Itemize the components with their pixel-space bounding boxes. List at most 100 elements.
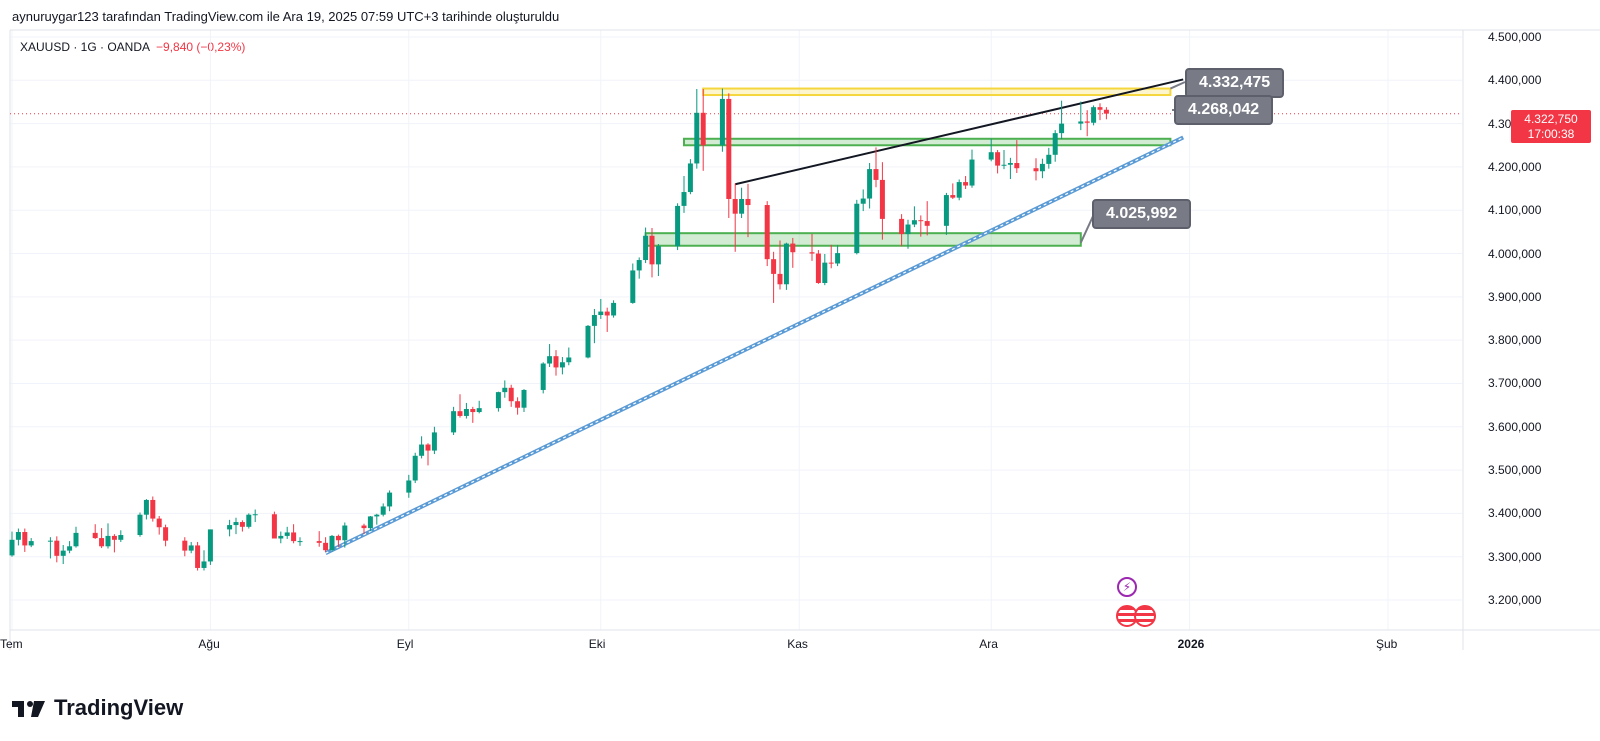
callout-pointer: [1169, 81, 1186, 90]
candle-body: [911, 220, 917, 225]
callout-top-price[interactable]: 4.332,475: [1185, 68, 1285, 98]
time-tick-label: Ara: [979, 637, 998, 651]
candle-body: [828, 262, 834, 264]
candle-body: [585, 325, 591, 358]
candle-body: [1039, 163, 1045, 172]
candle-body: [854, 203, 860, 254]
candle-body: [1052, 133, 1058, 155]
candle-body: [540, 363, 546, 390]
candle-body: [1033, 168, 1039, 172]
price-change: −9,840 (−0,23%): [156, 40, 246, 54]
candle-body: [367, 516, 373, 529]
price-tick-label: 3.400,000: [1488, 506, 1542, 521]
candle-body: [783, 243, 789, 285]
candle-body: [591, 315, 597, 326]
current-price-value: 4.322,750: [1524, 112, 1578, 126]
candle-body: [918, 220, 924, 222]
candle-body: [643, 235, 649, 261]
candle-body: [54, 540, 60, 556]
price-tick-label: 3.800,000: [1488, 333, 1542, 348]
candle-body: [502, 387, 508, 393]
candle-body: [559, 362, 565, 368]
tradingview-logo-icon: [12, 701, 45, 717]
candle-body: [988, 152, 994, 160]
candle-body: [719, 98, 725, 146]
candle-body: [899, 218, 905, 235]
price-tick-label: 3.300,000: [1488, 549, 1542, 564]
candle-body: [924, 221, 930, 226]
candle-body: [271, 514, 277, 539]
candle-body: [873, 169, 879, 180]
chart-credit: aynuruygar123 tarafından TradingView.com…: [12, 9, 560, 24]
time-tick-label: Eyl: [396, 637, 414, 651]
candle-body: [297, 541, 303, 543]
candle-body: [771, 259, 777, 274]
candle-body: [252, 514, 258, 516]
tradingview-logo[interactable]: TradingView: [12, 695, 183, 721]
candle-body: [150, 499, 156, 519]
candle-body: [380, 506, 386, 515]
candle-body: [1091, 107, 1097, 123]
candle-body: [451, 411, 457, 433]
candle-body: [316, 541, 322, 543]
us-flag-icon[interactable]: [1134, 605, 1156, 627]
candle-body: [1084, 121, 1090, 123]
price-chart[interactable]: [0, 0, 1600, 690]
candle-body: [739, 198, 745, 214]
candle-body: [521, 389, 527, 408]
candle-body: [137, 514, 143, 536]
candle-body: [694, 112, 700, 164]
candle-body: [764, 205, 770, 260]
candle-body: [143, 499, 149, 515]
candle-body: [207, 529, 213, 562]
candle-body: [950, 195, 956, 198]
candle-body: [1103, 109, 1109, 114]
callout-low-price[interactable]: 4.025,992: [1092, 199, 1192, 229]
candle-body: [649, 235, 655, 265]
resistance-zone: [702, 87, 1172, 97]
candle-body: [1078, 121, 1084, 124]
candle-body: [470, 409, 476, 413]
candle-body: [406, 480, 412, 493]
candle-body: [457, 411, 463, 416]
time-tick-label: 2026: [1177, 637, 1205, 651]
candle-body: [1014, 163, 1020, 169]
price-tick-label: 3.600,000: [1488, 419, 1542, 434]
lightning-icon[interactable]: ⚡: [1117, 577, 1137, 597]
candle-body: [675, 205, 681, 247]
tradingview-brand: TradingView: [54, 695, 184, 720]
time-tick-label: Kas: [787, 637, 808, 651]
candle-body: [1097, 107, 1103, 110]
symbol-name: XAUUSD · 1G · OANDA: [20, 40, 150, 54]
candle-body: [431, 432, 437, 451]
price-tick-label: 4.000,000: [1488, 246, 1542, 261]
candle-body: [655, 246, 661, 265]
ascending-trendline-inner: [325, 136, 1184, 554]
candle-body: [47, 540, 53, 542]
candle-body: [969, 159, 975, 186]
candle-body: [99, 538, 105, 547]
support-zone-lower: [644, 232, 1082, 247]
price-tick-label: 3.900,000: [1488, 289, 1542, 304]
candle-body: [118, 535, 124, 540]
callout-mid-price[interactable]: 4.268,042: [1174, 95, 1274, 125]
bar-countdown: 17:00:38: [1527, 127, 1575, 141]
candle-body: [566, 357, 572, 363]
candle-body: [335, 535, 341, 541]
candle-body: [777, 273, 783, 285]
time-tick-label: Tem: [0, 637, 23, 651]
candle-body: [246, 514, 252, 527]
candle-body: [995, 152, 1001, 166]
price-tick-label: 3.200,000: [1488, 593, 1542, 607]
symbol-info[interactable]: XAUUSD · 1G · OANDA −9,840 (−0,23%): [20, 40, 245, 54]
price-tick-label: 4.100,000: [1488, 203, 1542, 218]
candle-body: [28, 541, 34, 546]
candle-body: [963, 182, 969, 186]
candle-body: [60, 550, 66, 556]
candle-body: [809, 252, 815, 254]
candle-body: [547, 356, 553, 364]
current-price-badge: 4.322,750 17:00:38: [1511, 110, 1591, 143]
candle-body: [879, 179, 885, 219]
candle-body: [822, 262, 828, 283]
candle-body: [687, 163, 693, 193]
